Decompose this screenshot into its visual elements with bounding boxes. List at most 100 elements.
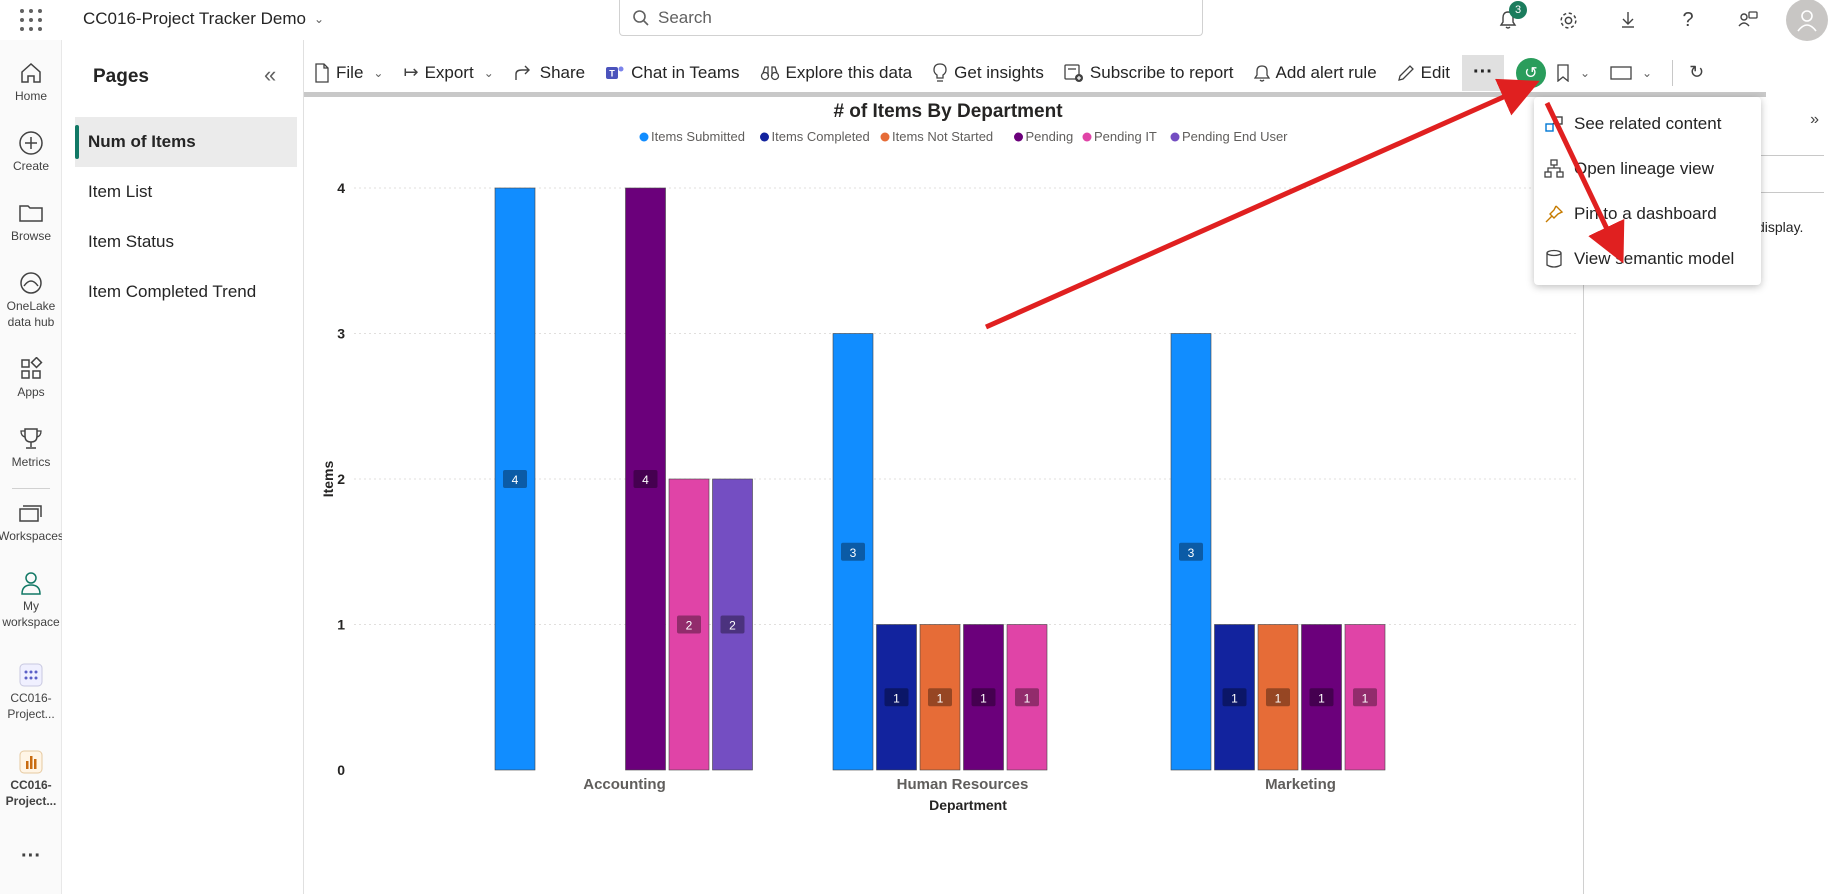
bar	[1257, 624, 1299, 771]
data-label-bg	[1179, 542, 1203, 561]
view-button[interactable]: ⌄	[1600, 55, 1662, 91]
app-launcher-icon[interactable]	[20, 9, 42, 31]
legend-marker	[760, 132, 769, 142]
edit-button[interactable]: Edit	[1387, 55, 1460, 91]
data-label-bg	[841, 542, 865, 561]
legend-label: Pending	[1026, 129, 1074, 144]
menu-item-pin-to-dashboard[interactable]: Pin to a dashboard	[1534, 191, 1761, 236]
more-options-button[interactable]: ···	[1461, 54, 1504, 91]
page-item-label: Item Status	[88, 232, 174, 251]
data-label-bg	[720, 615, 745, 634]
bar-chart[interactable]: # of Items By Department Items Submitted I…	[304, 97, 1584, 894]
export-button[interactable]: ↦ Export ⌄	[393, 55, 503, 91]
data-label-bg	[928, 688, 952, 707]
nav-create[interactable]: Create	[0, 128, 62, 174]
bar	[832, 333, 874, 771]
download-button[interactable]	[1598, 0, 1658, 40]
search-icon	[633, 9, 649, 26]
nav-onelake[interactable]: OneLake data hub	[0, 268, 62, 330]
menu-item-open-lineage-view[interactable]: Open lineage view	[1534, 146, 1761, 191]
menu-item-view-semantic-model[interactable]: View semantic model	[1534, 236, 1761, 281]
get-insights-button[interactable]: Get insights	[922, 55, 1054, 91]
nav-browse[interactable]: Browse	[0, 198, 62, 244]
menu-item-see-related-content[interactable]: See related content	[1534, 101, 1761, 146]
settings-button[interactable]	[1538, 0, 1598, 40]
nav-more-button[interactable]: ···	[0, 846, 62, 866]
menu-item-label: Open lineage view	[1574, 158, 1714, 178]
explore-data-button[interactable]: Explore this data	[750, 55, 923, 91]
data-label: 1	[937, 691, 944, 705]
lineage-icon	[1544, 158, 1564, 179]
nav-report-cc016[interactable]: CC016-Project...	[0, 747, 62, 809]
refresh-button[interactable]: ↻	[1683, 55, 1710, 91]
bar	[1214, 624, 1255, 771]
x-axis-label: Department	[929, 797, 1007, 813]
notifications-button[interactable]: 3	[1478, 0, 1538, 40]
notification-badge: 3	[1509, 1, 1527, 19]
chat-in-teams-button[interactable]: T Chat in Teams	[595, 55, 749, 91]
share-button[interactable]: Share	[504, 55, 595, 91]
page-item-label: Item List	[88, 182, 153, 201]
account-avatar[interactable]	[1786, 0, 1828, 41]
legend-label: Items Not Started	[892, 129, 993, 144]
page-item-item-list[interactable]: Item List	[75, 167, 297, 217]
nav-workspaces[interactable]: Workspaces	[0, 498, 64, 544]
feedback-button[interactable]	[1718, 0, 1778, 40]
data-label-bg	[503, 470, 527, 488]
y-tick-label: 4	[337, 180, 345, 196]
folder-icon	[18, 198, 44, 228]
nav-app-cc016[interactable]: CC016-Project...	[0, 660, 62, 722]
nav-divider	[12, 488, 50, 489]
svg-text:T: T	[609, 68, 615, 78]
legend-marker	[1014, 132, 1023, 142]
pages-title: Pages	[93, 66, 149, 87]
toolbar-divider	[1672, 59, 1674, 86]
plus-circle-icon	[18, 128, 44, 158]
binoculars-icon	[760, 65, 779, 80]
expand-pane-button[interactable]: »	[1810, 111, 1819, 129]
bar	[1170, 333, 1212, 771]
bar	[712, 478, 753, 771]
search-input[interactable]: Search	[619, 0, 1203, 36]
page-item-item-completed-trend[interactable]: Item Completed Trend	[75, 267, 297, 317]
data-label: 1	[1275, 691, 1282, 705]
reset-button[interactable]: ↺	[1515, 57, 1546, 88]
person-icon	[19, 568, 43, 598]
top-bar: CC016-Project Tracker Demo ⌄ Search 3 ?	[0, 0, 1831, 41]
nav-metrics[interactable]: Metrics	[0, 424, 62, 470]
app-title-dropdown[interactable]: CC016-Project Tracker Demo ⌄	[83, 9, 324, 29]
x-tick-label: Human Resources	[897, 776, 1029, 793]
legend-marker	[1082, 132, 1092, 142]
workspaces-icon	[18, 498, 44, 528]
chevron-down-icon: ⌄	[313, 12, 325, 26]
y-tick-label: 0	[337, 762, 345, 778]
teams-icon: T	[606, 66, 624, 79]
nav-apps[interactable]: Apps	[0, 354, 62, 400]
help-button[interactable]: ?	[1658, 0, 1718, 40]
file-button[interactable]: File ⌄	[304, 55, 393, 91]
collapse-pages-button[interactable]: «	[264, 62, 276, 88]
data-label-bg	[884, 688, 909, 707]
data-label-bg	[1222, 688, 1247, 707]
page-item-num-of-items[interactable]: Num of Items	[75, 117, 297, 167]
bar	[668, 478, 710, 771]
home-icon	[19, 58, 43, 88]
filter-search-input[interactable]	[1754, 155, 1824, 193]
related-content-icon	[1544, 114, 1564, 134]
bookmark-button[interactable]: ⌄	[1546, 55, 1600, 91]
file-label: File	[336, 62, 364, 82]
page-item-item-status[interactable]: Item Status	[75, 217, 297, 267]
chat-label: Chat in Teams	[631, 62, 740, 82]
data-label: 2	[729, 619, 736, 633]
chevron-down-icon: ⌄	[483, 65, 494, 80]
data-label: 3	[1188, 546, 1195, 560]
nav-home[interactable]: Home	[0, 58, 62, 104]
nav-my-workspace[interactable]: My workspace	[0, 568, 62, 630]
subscribe-button[interactable]: Subscribe to report	[1054, 55, 1244, 91]
bar	[1006, 624, 1048, 771]
add-alert-rule-button[interactable]: Add alert rule	[1244, 55, 1387, 91]
data-label-bg	[1015, 688, 1039, 707]
explore-label: Explore this data	[785, 62, 913, 82]
trophy-icon	[19, 424, 43, 454]
subscribe-icon	[1064, 63, 1083, 82]
